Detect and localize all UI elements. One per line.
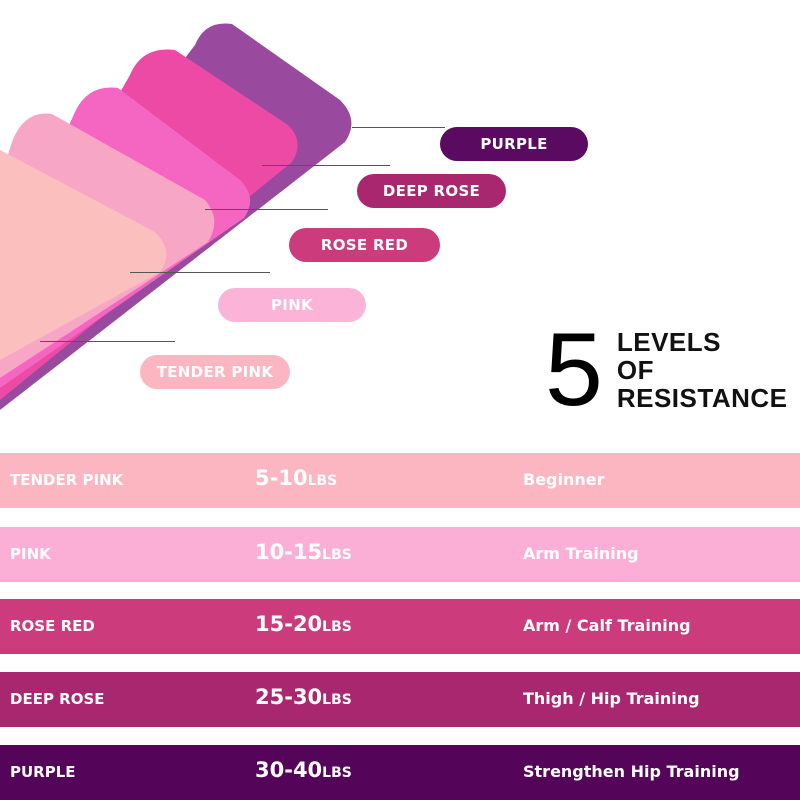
band-range: 15-20LBS <box>255 612 352 636</box>
headline-line2: OF <box>616 355 654 385</box>
band-range: 30-40LBS <box>255 758 352 782</box>
headline: 5 LEVELS OF RESISTANCE <box>545 318 788 422</box>
label-purple: PURPLE <box>440 127 588 161</box>
table-row: DEEP ROSE 25-30LBS Thigh / Hip Training <box>0 672 800 727</box>
band-name: TENDER PINK <box>10 471 124 489</box>
leader-line-rose-red <box>205 209 328 210</box>
label-deep-rose: DEEP ROSE <box>357 174 506 208</box>
table-row: ROSE RED 15-20LBS Arm / Calf Training <box>0 599 800 654</box>
band-range: 25-30LBS <box>255 685 352 709</box>
leader-line-purple <box>352 127 445 128</box>
band-name: DEEP ROSE <box>10 690 105 708</box>
band-use: Beginner <box>523 470 605 489</box>
band-use: Arm Training <box>523 544 639 563</box>
band-name: PURPLE <box>10 763 76 781</box>
table-row: PURPLE 30-40LBS Strengthen Hip Training <box>0 745 800 800</box>
leader-line-deep-rose <box>262 165 390 166</box>
headline-line3: RESISTANCE <box>616 383 788 413</box>
leader-line-pink <box>130 272 270 273</box>
band-name: ROSE RED <box>10 617 95 635</box>
headline-line1: LEVELS <box>616 327 721 357</box>
headline-number: 5 <box>545 312 603 428</box>
resistance-bands-illustration <box>0 23 352 411</box>
label-pink: PINK <box>218 288 366 322</box>
band-use: Strengthen Hip Training <box>523 762 740 781</box>
label-rose-red: ROSE RED <box>289 228 440 262</box>
band-range: 5-10LBS <box>255 466 338 490</box>
band-use: Arm / Calf Training <box>523 616 691 635</box>
band-use: Thigh / Hip Training <box>523 689 700 708</box>
band-tender-pink <box>0 150 167 360</box>
label-tender-pink: TENDER PINK <box>140 355 290 389</box>
table-row: TENDER PINK 5-10LBS Beginner <box>0 453 800 508</box>
table-row: PINK 10-15LBS Arm Training <box>0 527 800 582</box>
band-range: 10-15LBS <box>255 540 352 564</box>
headline-text: LEVELS OF RESISTANCE <box>617 328 788 412</box>
leader-line-tender-pink <box>40 341 175 342</box>
band-name: PINK <box>10 545 51 563</box>
